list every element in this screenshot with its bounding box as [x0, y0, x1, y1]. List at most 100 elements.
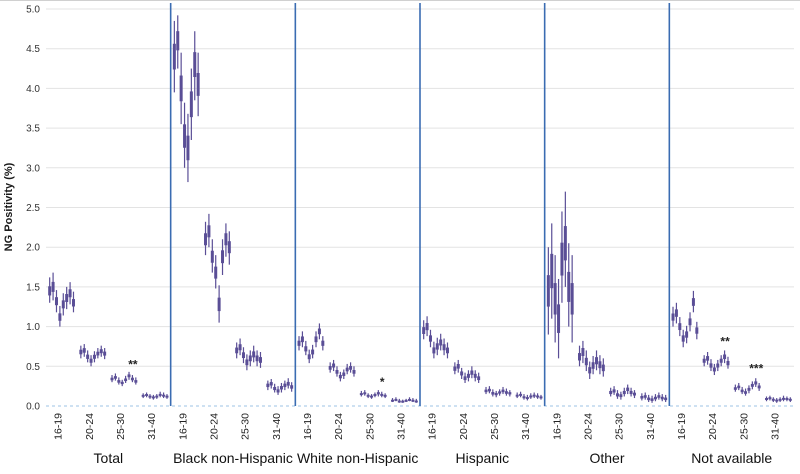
point-estimate: [632, 392, 636, 396]
point-estimate: [221, 250, 225, 264]
y-tick-label: 2.5: [26, 203, 40, 214]
y-tick-label: 4.0: [26, 84, 40, 95]
point-estimate: [183, 124, 187, 148]
point-estimate: [422, 327, 426, 335]
point-estimate: [145, 394, 149, 397]
point-estimate: [370, 395, 374, 398]
x-tick-label: 20-24: [333, 413, 345, 440]
point-estimate: [539, 396, 543, 399]
y-tick-label: 1.0: [26, 322, 40, 333]
x-tick-label: 25-30: [240, 413, 252, 440]
point-estimate: [536, 395, 540, 398]
point-estimate: [460, 371, 464, 376]
point-estimate: [768, 397, 772, 400]
point-estimate: [235, 347, 239, 354]
point-estimate: [439, 339, 443, 346]
panel-label: Hispanic: [455, 450, 509, 466]
point-estimate: [563, 226, 567, 261]
x-tick-label: 20-24: [582, 413, 594, 440]
panel-label: Other: [589, 450, 624, 466]
x-tick-label: 25-30: [115, 413, 127, 440]
y-tick-label: 2.0: [26, 243, 40, 254]
point-estimate: [89, 358, 93, 363]
point-estimate: [432, 347, 436, 354]
point-estimate: [750, 383, 754, 387]
point-estimate: [335, 370, 339, 374]
point-estimate: [435, 343, 439, 350]
point-estimate: [217, 297, 221, 312]
point-estimate: [691, 298, 695, 306]
x-tick-label: 20-24: [458, 413, 470, 440]
point-estimate: [210, 250, 214, 263]
point-estimate: [314, 336, 318, 343]
point-estimate: [445, 347, 449, 354]
y-tick-label: 4.5: [26, 44, 40, 55]
point-estimate: [619, 394, 623, 398]
point-estimate: [640, 395, 644, 399]
point-estimate: [525, 397, 529, 400]
panel-label: Black non-Hispanic: [173, 450, 293, 466]
point-estimate: [65, 294, 69, 303]
point-estimate: [726, 360, 730, 366]
point-estimate: [317, 328, 321, 335]
point-estimate: [373, 394, 377, 397]
significance-marker: ***: [749, 362, 763, 376]
point-estimate: [716, 363, 720, 368]
point-estimate: [754, 381, 758, 385]
point-estimate: [245, 359, 249, 366]
point-estimate: [207, 225, 211, 238]
point-estimate: [120, 381, 124, 385]
point-estimate: [117, 380, 121, 383]
x-tick-label: 31-40: [395, 413, 407, 440]
point-estimate: [307, 354, 311, 360]
point-estimate: [719, 358, 723, 363]
point-estimate: [165, 395, 169, 398]
point-estimate: [550, 253, 554, 289]
point-estimate: [622, 390, 626, 395]
y-tick-label: 1.5: [26, 282, 40, 293]
point-estimate: [86, 354, 90, 359]
point-estimate: [532, 394, 536, 397]
point-estimate: [113, 376, 117, 379]
point-estimate: [712, 367, 716, 372]
point-estimate: [591, 362, 595, 369]
point-estimate: [79, 349, 83, 355]
point-estimate: [338, 374, 342, 379]
point-estimate: [522, 396, 526, 399]
point-estimate: [771, 398, 775, 401]
point-estimate: [196, 72, 200, 96]
y-tick-label: 3.5: [26, 124, 40, 135]
point-estimate: [58, 313, 62, 321]
point-estimate: [397, 400, 401, 403]
point-estimate: [653, 396, 657, 400]
point-estimate: [186, 135, 190, 161]
point-estimate: [96, 351, 100, 356]
significance-marker: *: [380, 375, 385, 389]
point-estimate: [99, 349, 103, 354]
point-estimate: [466, 373, 470, 378]
point-estimate: [130, 377, 134, 381]
y-tick-label: 3.0: [26, 163, 40, 174]
point-estimate: [744, 391, 748, 394]
point-estimate: [643, 395, 647, 398]
point-estimate: [508, 392, 512, 395]
point-estimate: [706, 356, 710, 361]
point-estimate: [394, 398, 398, 401]
point-estimate: [463, 376, 467, 381]
point-estimate: [380, 393, 384, 396]
point-estimate: [189, 91, 193, 118]
point-estimate: [788, 398, 792, 401]
point-estimate: [785, 397, 789, 400]
x-tick-label: 16-19: [676, 413, 688, 440]
point-estimate: [664, 397, 668, 401]
point-estimate: [276, 389, 280, 393]
point-estimate: [775, 399, 779, 402]
point-estimate: [626, 387, 630, 392]
point-estimate: [297, 340, 301, 346]
point-estimate: [477, 376, 481, 381]
point-estimate: [595, 357, 599, 365]
point-estimate: [442, 344, 446, 351]
point-estimate: [709, 363, 713, 368]
